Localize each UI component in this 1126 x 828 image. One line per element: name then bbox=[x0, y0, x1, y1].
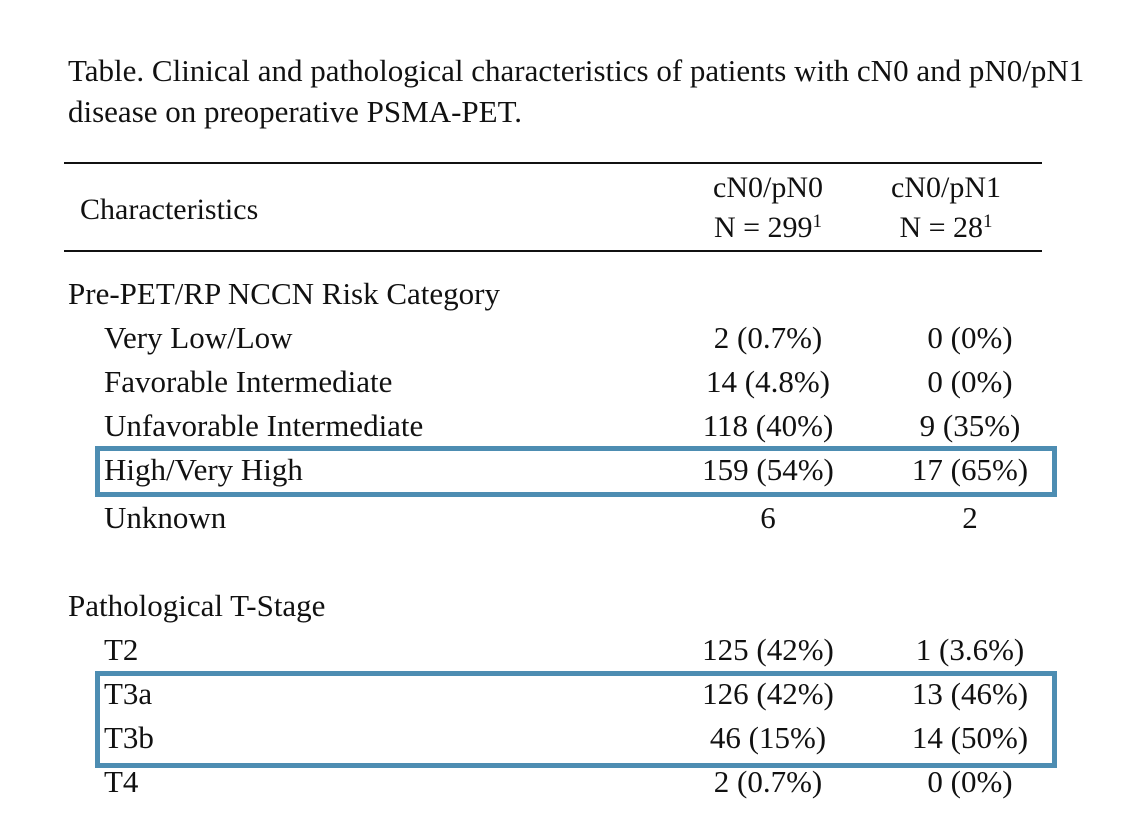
header-col1-name: cN0/pN0 bbox=[713, 171, 823, 204]
row-value-cn0-pn1: 17 (65%) bbox=[911, 452, 1029, 487]
table-row: Unknown 6 2 bbox=[0, 498, 1126, 542]
table-row: Unfavorable Intermediate 118 (40%) 9 (35… bbox=[0, 406, 1126, 450]
header-col2-name: cN0/pN1 bbox=[891, 171, 1001, 204]
row-value-cn0-pn0: 125 (42%) bbox=[702, 632, 834, 667]
table-row: Favorable Intermediate 14 (4.8%) 0 (0%) bbox=[0, 362, 1126, 406]
row-value-cn0-pn0: 118 (40%) bbox=[702, 408, 834, 443]
row-value-cn0-pn1: 13 (46%) bbox=[911, 676, 1029, 711]
row-value-cn0-pn0: 126 (42%) bbox=[702, 676, 834, 711]
header-col2-n: N = 281 bbox=[836, 208, 1056, 248]
row-value-cn0-pn1: 0 (0%) bbox=[927, 364, 1013, 399]
header-col2-footnote: 1 bbox=[983, 211, 993, 232]
row-label: Favorable Intermediate bbox=[104, 364, 393, 399]
highlight-box-high-risk bbox=[95, 446, 1057, 497]
row-value-cn0-pn0: 6 bbox=[760, 500, 776, 535]
table-row-highlighted: T3a 126 (42%) 13 (46%) bbox=[0, 674, 1126, 718]
row-value-cn0-pn0: 2 (0.7%) bbox=[713, 320, 823, 355]
row-label: Very Low/Low bbox=[104, 320, 293, 355]
row-label: High/Very High bbox=[104, 452, 303, 487]
table-row-highlighted: High/Very High 159 (54%) 17 (65%) bbox=[0, 450, 1126, 494]
section-title-pathological-t-stage: Pathological T-Stage bbox=[68, 588, 326, 623]
table-row: T2 125 (42%) 1 (3.6%) bbox=[0, 630, 1126, 674]
row-label: T3a bbox=[104, 676, 153, 711]
row-value-cn0-pn0: 14 (4.8%) bbox=[706, 364, 830, 399]
row-value-cn0-pn1: 0 (0%) bbox=[927, 320, 1013, 355]
row-value-cn0-pn0: 2 (0.7%) bbox=[713, 764, 823, 799]
header-characteristics: Characteristics bbox=[80, 193, 259, 226]
row-value-cn0-pn0: 159 (54%) bbox=[702, 452, 834, 487]
highlight-box-t3 bbox=[95, 671, 1057, 768]
row-value-cn0-pn1: 2 bbox=[962, 500, 978, 535]
row-label: T4 bbox=[104, 764, 139, 799]
row-value-cn0-pn0: 46 (15%) bbox=[709, 720, 827, 755]
table-caption: Table. Clinical and pathological charact… bbox=[68, 53, 1085, 129]
row-value-cn0-pn1: 1 (3.6%) bbox=[915, 632, 1025, 667]
table-row: Very Low/Low 2 (0.7%) 0 (0%) bbox=[0, 318, 1126, 362]
row-label: Unfavorable Intermediate bbox=[104, 408, 424, 443]
header-col-cn0-pn0: cN0/pN0 N = 2991 bbox=[658, 168, 878, 248]
row-value-cn0-pn1: 9 (35%) bbox=[919, 408, 1021, 443]
row-label: Unknown bbox=[104, 500, 227, 535]
table-row-highlighted: T3b 46 (15%) 14 (50%) bbox=[0, 718, 1126, 762]
row-label: T2 bbox=[104, 632, 139, 667]
row-value-cn0-pn1: 14 (50%) bbox=[911, 720, 1029, 755]
header-col-cn0-pn1: cN0/pN1 N = 281 bbox=[836, 168, 1056, 248]
header-col1-n-text: N = 299 bbox=[713, 211, 813, 244]
row-label: T3b bbox=[104, 720, 154, 755]
header-col2-n-text: N = 28 bbox=[899, 211, 984, 244]
header-col1-footnote: 1 bbox=[812, 211, 823, 232]
table-row: T4 2 (0.7%) 0 (0%) bbox=[0, 762, 1126, 806]
table-header-rule bbox=[64, 250, 1042, 252]
table-top-rule bbox=[64, 162, 1042, 164]
header-col1-n: N = 2991 bbox=[658, 208, 878, 248]
row-value-cn0-pn1: 0 (0%) bbox=[927, 764, 1013, 799]
section-title-nccn-risk: Pre-PET/RP NCCN Risk Category bbox=[68, 276, 501, 311]
